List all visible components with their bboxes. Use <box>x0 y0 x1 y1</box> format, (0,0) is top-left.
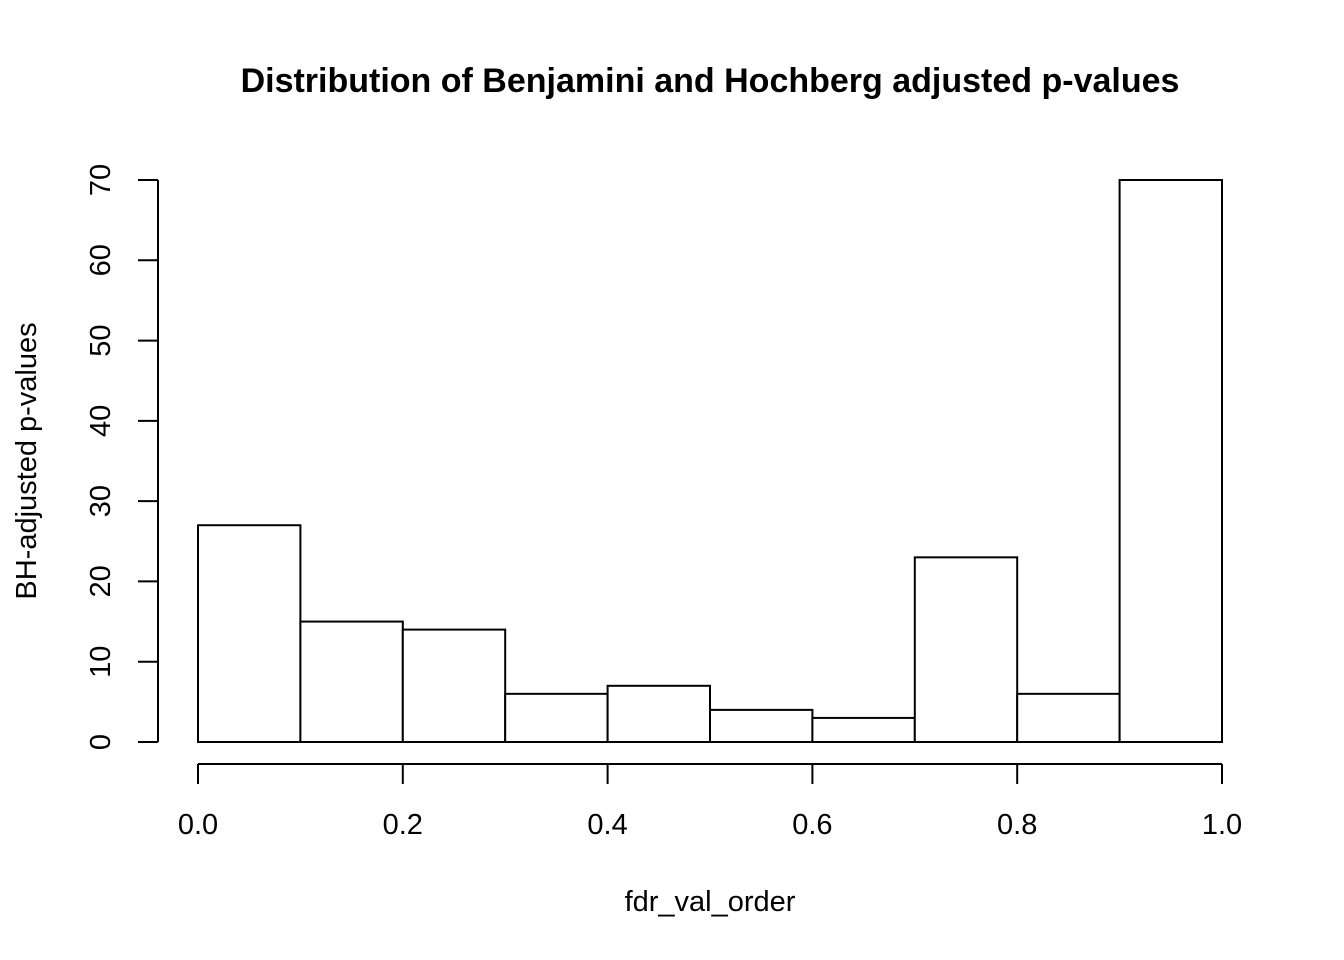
y-tick-label-5: 50 <box>85 324 117 356</box>
y-tick-label-6: 60 <box>85 244 117 276</box>
y-tick-label-2: 20 <box>85 565 117 597</box>
y-tick-label-4: 40 <box>85 405 117 437</box>
y-tick-label-1: 10 <box>85 646 117 678</box>
bars-group <box>197 179 1223 744</box>
y-tick-label-0: 0 <box>85 734 117 750</box>
y-tick-label-3: 30 <box>85 485 117 517</box>
y-axis-label: BH-adjusted p-values <box>11 322 43 599</box>
histogram-bar-8 <box>1016 692 1121 743</box>
histogram-bar-6 <box>811 716 916 744</box>
x-axis-label: fdr_val_order <box>625 886 796 918</box>
x-axis: 0.0 0.2 0.4 0.6 0.8 1.0 <box>178 763 1242 841</box>
x-tick-label-1: 0.2 <box>383 809 423 841</box>
histogram-bar-9 <box>1118 179 1223 743</box>
x-tick-label-0: 0.0 <box>178 809 218 841</box>
histogram-bar-4 <box>606 684 711 743</box>
histogram-bar-1 <box>299 620 404 743</box>
y-tick-label-7: 70 <box>85 164 117 196</box>
x-tick-label-2: 0.4 <box>587 809 627 841</box>
chart-title: Distribution of Benjamini and Hochberg a… <box>241 62 1180 100</box>
x-tick-label-3: 0.6 <box>792 809 832 841</box>
histogram-bar-3 <box>504 692 609 743</box>
y-axis: 0 10 20 30 40 50 60 70 <box>85 164 159 750</box>
histogram-bar-7 <box>913 556 1019 743</box>
histogram-bar-0 <box>197 524 302 743</box>
histogram-bar-5 <box>709 708 814 744</box>
x-tick-label-5: 1.0 <box>1202 809 1242 841</box>
x-tick-label-4: 0.8 <box>997 809 1037 841</box>
histogram-bar-2 <box>401 628 507 743</box>
